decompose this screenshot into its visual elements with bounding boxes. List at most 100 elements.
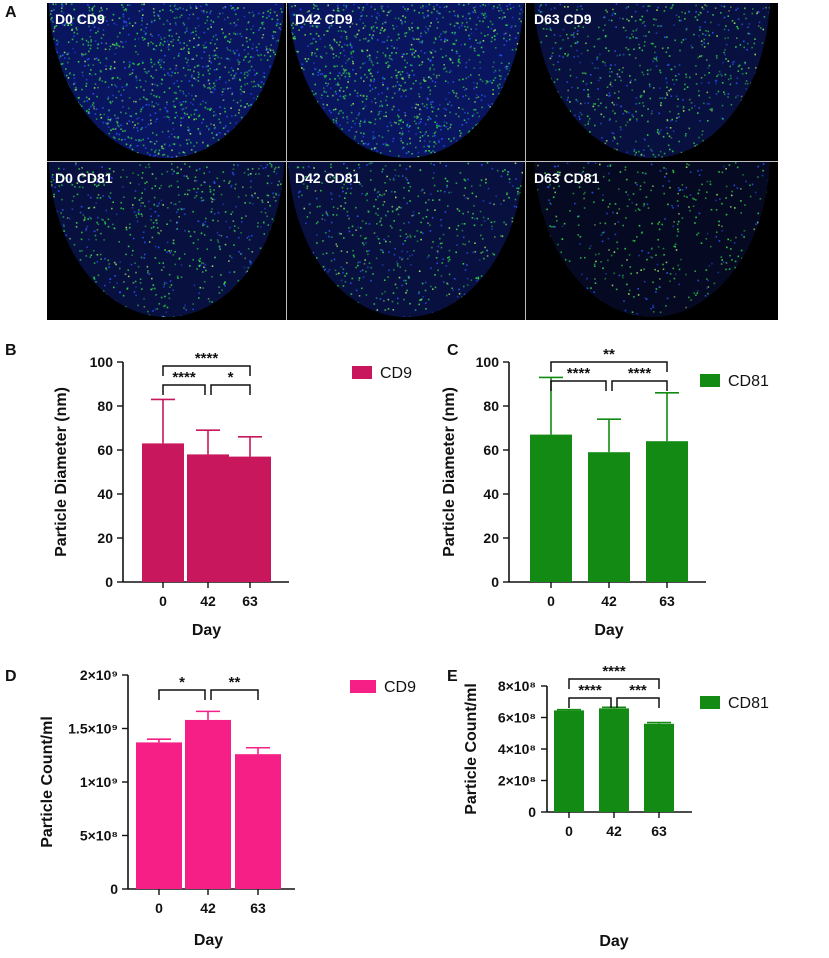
significance-label: **** — [578, 682, 602, 699]
bar-42 — [588, 452, 630, 582]
significance-label: *** — [629, 682, 647, 699]
significance-bracket — [210, 384, 251, 395]
y-axis-label: Particle Count/ml — [39, 716, 56, 848]
tile-divider — [47, 161, 778, 162]
y-tick-label: 0 — [110, 881, 118, 897]
tile-label: D63 CD81 — [534, 170, 600, 186]
bar-0 — [136, 742, 182, 889]
fluorescence-image — [534, 162, 770, 317]
panel-letter-c: C — [447, 342, 459, 359]
significance-bracket — [210, 689, 259, 700]
bar-63 — [235, 754, 281, 889]
legend-swatch — [700, 374, 720, 387]
y-tick-label: 8×10⁸ — [498, 678, 536, 694]
x-tick-label: 0 — [565, 823, 573, 839]
significance-label: ** — [229, 674, 241, 691]
legend-label: CD9 — [384, 679, 416, 696]
x-tick-label: 42 — [200, 593, 216, 609]
y-tick-label: 2×10⁸ — [498, 773, 536, 789]
significance-bracket — [550, 380, 607, 391]
significance-label: **** — [628, 365, 652, 382]
bar-42 — [187, 454, 229, 582]
image-tile-d0-cd81: D0 CD81 — [47, 162, 286, 320]
x-tick-label: 42 — [606, 823, 622, 839]
x-tick-label: 42 — [601, 593, 617, 609]
panel-letter-e: E — [447, 668, 458, 685]
x-tick-label: 63 — [651, 823, 667, 839]
y-tick-label: 60 — [97, 442, 113, 458]
bar-42 — [185, 719, 231, 889]
x-tick-label: 0 — [159, 593, 167, 609]
fluorescence-image — [48, 162, 285, 317]
y-tick-label: 40 — [483, 486, 499, 502]
legend-swatch — [352, 366, 372, 379]
fluorescence-image — [534, 3, 770, 158]
significance-bracket — [162, 365, 251, 376]
chart-panel-c: 0 20 40 60 80 100 0 42 63 Day Particle Diameter (n… — [441, 346, 769, 639]
y-tick-label: 4×10⁸ — [498, 741, 536, 757]
significance-label: **** — [195, 350, 219, 367]
tile-label: D63 CD9 — [534, 11, 592, 27]
significance-label: * — [228, 369, 234, 386]
y-tick-label: 100 — [476, 354, 500, 370]
x-tick-label: 0 — [155, 900, 163, 916]
x-tick-label: 42 — [200, 900, 216, 916]
bar-42 — [599, 708, 629, 812]
y-axis-label: Particle Count/ml — [463, 683, 480, 815]
significance-bracket — [550, 361, 668, 372]
fluorescence-image — [48, 3, 285, 158]
significance-label: ** — [603, 346, 615, 363]
y-tick-label: 5×10⁸ — [80, 828, 118, 844]
significance-bracket — [158, 689, 206, 700]
bar-63 — [644, 723, 674, 812]
fluorescence-image — [288, 162, 524, 317]
panel-letter-b: B — [5, 342, 17, 359]
legend-label: CD81 — [728, 695, 769, 712]
significance-bracket — [162, 384, 206, 395]
y-tick-label: 1.5×10⁹ — [68, 721, 118, 737]
microscopy-image-grid: D0 CD9 D42 CD9 D63 CD9 D0 CD81 D42 CD81 … — [47, 3, 778, 320]
tile-label: D42 CD9 — [295, 11, 353, 27]
y-tick-label: 80 — [483, 398, 499, 414]
significance-bracket — [568, 697, 612, 708]
y-tick-label: 100 — [90, 354, 114, 370]
significance-bracket — [611, 380, 668, 391]
bar-63 — [229, 456, 271, 582]
significance-label: **** — [567, 365, 591, 382]
significance-bracket — [616, 697, 660, 708]
legend-swatch — [700, 696, 720, 709]
panel-letter-a: A — [5, 4, 17, 21]
significance-label: **** — [172, 369, 196, 386]
significance-label: * — [179, 674, 185, 691]
y-tick-label: 1×10⁹ — [80, 774, 118, 790]
y-tick-label: 40 — [97, 486, 113, 502]
y-axis-label: Particle Diameter (nm) — [441, 387, 458, 557]
x-axis-label: Day — [192, 622, 221, 639]
image-tile-d0-cd9: D0 CD9 — [47, 3, 286, 161]
legend-label: CD81 — [728, 373, 769, 390]
x-axis-label: Day — [594, 622, 623, 639]
bar-0 — [530, 434, 572, 582]
bar-63 — [646, 441, 688, 582]
tile-label: D42 CD81 — [295, 170, 361, 186]
legend-swatch — [350, 680, 376, 693]
y-tick-label: 20 — [483, 530, 499, 546]
fluorescence-image — [288, 3, 524, 158]
chart-panel-b: 0 20 40 60 80 100 0 42 63 Day Particle Diameter (n… — [53, 350, 412, 639]
y-tick-label: 6×10⁸ — [498, 710, 536, 726]
y-tick-label: 60 — [483, 442, 499, 458]
y-tick-label: 20 — [97, 530, 113, 546]
x-tick-label: 63 — [242, 593, 258, 609]
panel-letter-d: D — [5, 668, 17, 685]
tile-label: D0 CD81 — [55, 170, 113, 186]
chart-panel-d: 0 5×10⁸ 1×10⁹ 1.5×10⁹ 2×10⁹ 0 42 63 Day Particle … — [39, 667, 416, 949]
x-axis-label: Day — [194, 932, 223, 949]
image-tile-d42-cd81: D42 CD81 — [287, 162, 525, 320]
y-tick-label: 0 — [105, 574, 113, 590]
significance-label: **** — [602, 663, 626, 680]
x-tick-label: 63 — [250, 900, 266, 916]
y-tick-label: 2×10⁹ — [80, 667, 118, 683]
x-tick-label: 0 — [547, 593, 555, 609]
tile-label: D0 CD9 — [55, 11, 105, 27]
